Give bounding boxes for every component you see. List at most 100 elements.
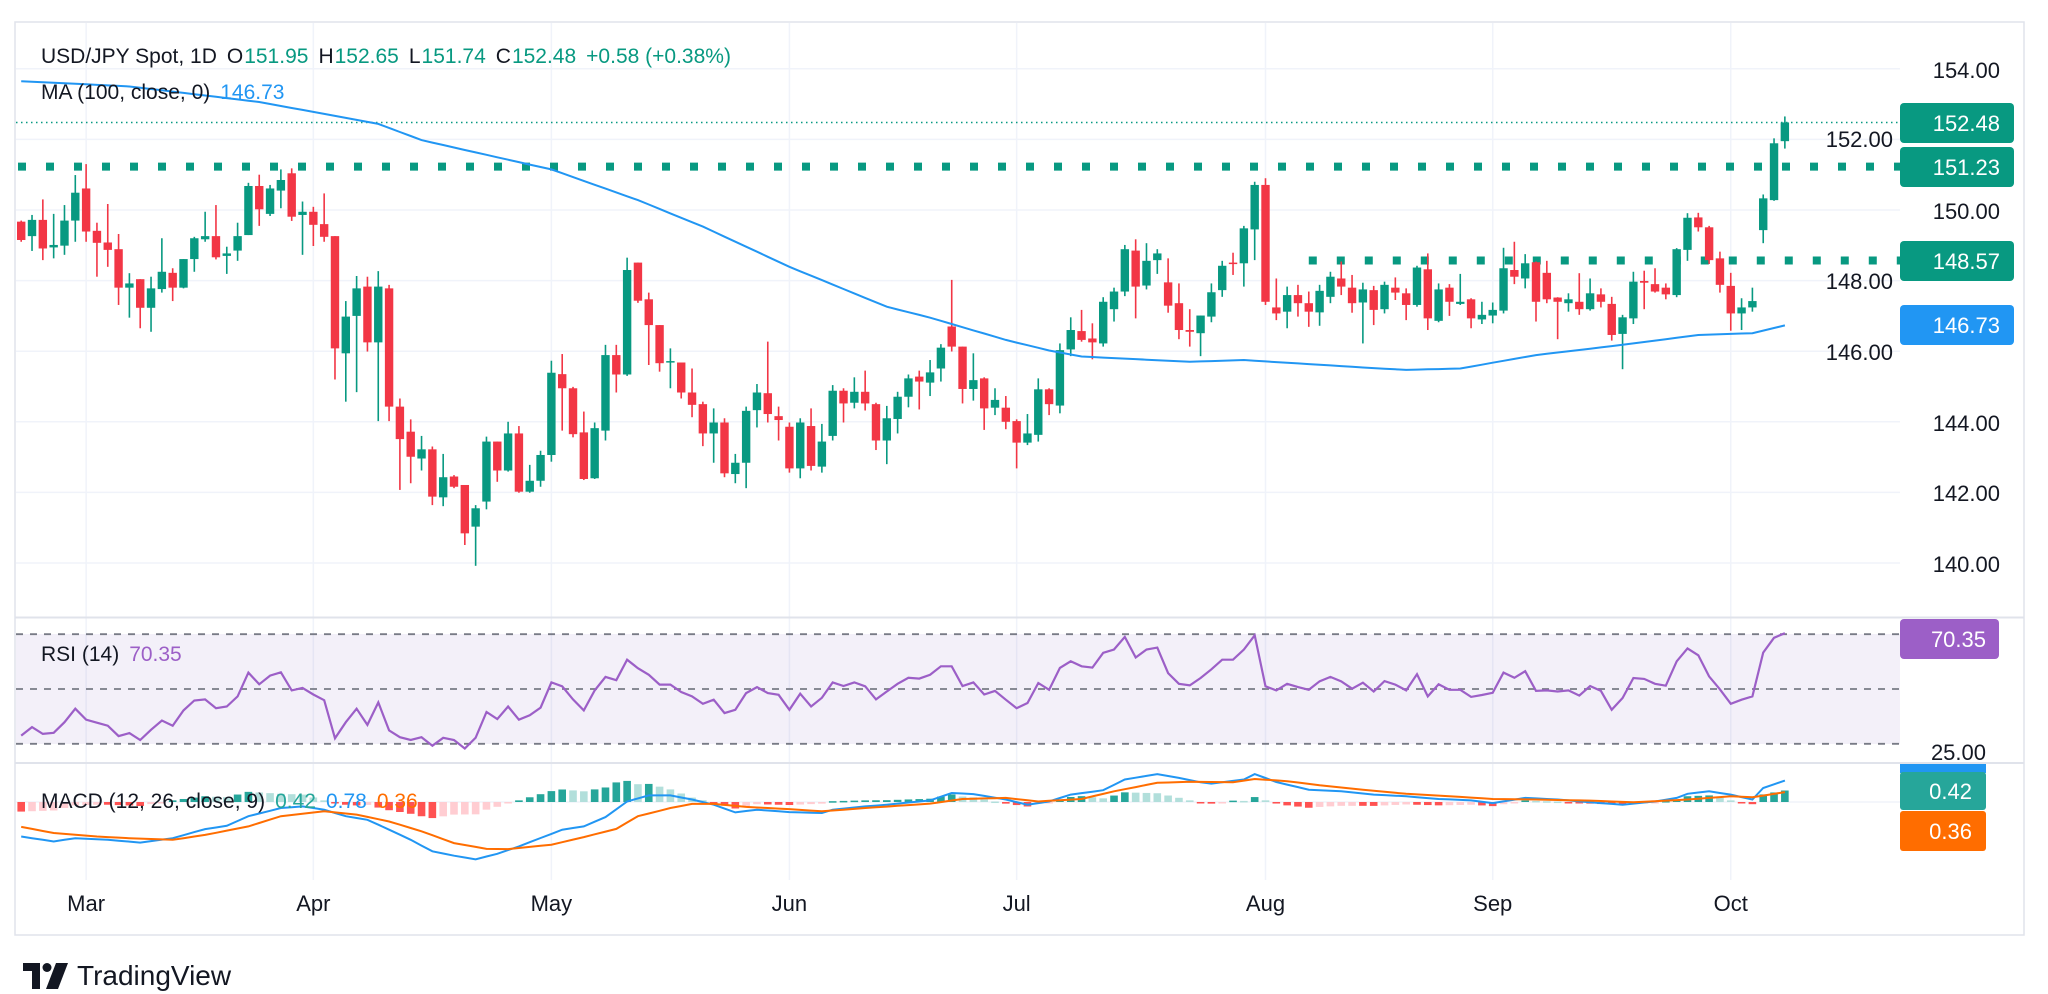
candle-body	[1466, 299, 1476, 319]
candle-down	[1163, 258, 1173, 313]
macd-histogram-bar	[1218, 802, 1227, 804]
candle-body	[1218, 265, 1227, 291]
price-tick: 150.00	[1933, 199, 2000, 224]
candle-body	[1207, 292, 1216, 317]
candle-body	[1347, 287, 1357, 304]
rsi-legend[interactable]: RSI (14) 70.35	[41, 642, 182, 668]
candle-body	[1131, 250, 1140, 287]
macd-histogram-bar	[655, 786, 664, 802]
ma100-line[interactable]	[21, 80, 1786, 371]
candle-down	[1607, 296, 1616, 341]
tradingview-brand[interactable]: TradingView	[23, 960, 231, 992]
price-axis[interactable]: 154.00 152.00 150.00 148.00 146.00 144.0…	[1826, 58, 2000, 577]
candle-body	[1001, 407, 1011, 422]
candle-body	[255, 185, 264, 210]
candle-down	[785, 422, 794, 473]
candle-up	[817, 423, 827, 473]
low-value: 151.74	[421, 45, 486, 68]
close-value: 152.48	[511, 45, 577, 68]
macd-histogram-bar	[471, 802, 480, 815]
month-label: Mar	[67, 891, 105, 916]
time-axis[interactable]: Mar Apr May Jun Jul Aug Sep Oct	[67, 891, 1748, 916]
macd-histogram-bar	[190, 797, 199, 802]
candle-up	[1477, 301, 1487, 325]
candle-up	[1434, 283, 1443, 323]
macd-histogram-bar	[147, 802, 155, 805]
candle-body	[244, 185, 253, 236]
candle-body	[309, 211, 318, 225]
macd-histogram-bar	[980, 799, 988, 802]
candle-up	[276, 169, 286, 209]
candle-body	[60, 220, 69, 246]
candle-body	[374, 286, 383, 343]
candle-body	[1077, 331, 1086, 340]
candle-up	[893, 391, 902, 434]
macd-histogram-bar	[493, 802, 502, 807]
candle-body	[1153, 253, 1162, 261]
rsi-line[interactable]	[20, 632, 1786, 750]
candle-down	[460, 484, 470, 545]
candle-up	[1618, 314, 1627, 370]
candle-body	[1618, 317, 1627, 334]
candle-body	[417, 449, 426, 459]
macd-histogram-bar	[720, 802, 729, 806]
macd-histogram-bar	[1781, 790, 1789, 802]
high-label: H	[318, 45, 334, 68]
candle-up	[265, 184, 275, 217]
macd-histogram-bar	[1121, 792, 1129, 802]
candle-up	[1153, 249, 1162, 274]
resistance-tag: 151.23	[1900, 147, 2014, 187]
candle-body	[763, 393, 772, 415]
macd-histogram-bar	[417, 802, 426, 817]
support-value: 148.57	[1933, 249, 2000, 274]
candle-up	[233, 222, 242, 261]
candle-body	[882, 418, 891, 441]
candle-down	[1088, 323, 1097, 360]
candle-down	[1650, 268, 1660, 293]
macd-legend[interactable]: MACD (12, 26, close, 9) 0.42 0.78 0.36	[41, 789, 418, 815]
macd-histogram-bar	[991, 801, 999, 804]
macd-histogram-bar	[1045, 802, 1053, 804]
macd-histogram-bar	[558, 789, 566, 802]
candle-down	[363, 276, 372, 352]
candle-body	[731, 462, 740, 475]
macd-histogram-bar	[569, 790, 577, 802]
candle-body	[1239, 228, 1249, 264]
candle-body	[1477, 314, 1487, 320]
candle-up	[752, 384, 762, 428]
macd-histogram-bar	[374, 802, 383, 808]
candle-down	[698, 401, 708, 447]
macd-histogram-bar	[439, 802, 447, 817]
macd-histogram-bar	[1575, 802, 1584, 804]
candle-up	[1520, 254, 1530, 289]
candle-body	[1163, 282, 1173, 306]
candle-up	[1780, 116, 1790, 149]
macd-line[interactable]	[21, 773, 1786, 861]
candle-body	[936, 347, 946, 369]
candle-down	[558, 354, 567, 431]
candle-down	[806, 408, 816, 471]
candle-body	[1261, 184, 1270, 302]
candle-down	[1596, 288, 1606, 308]
candle-body	[1456, 301, 1465, 304]
macd-histogram-bar	[1240, 800, 1248, 803]
candle-up	[925, 360, 935, 397]
candle-body	[1174, 303, 1184, 331]
candle-body	[1099, 301, 1108, 344]
ma-legend[interactable]: MA (100, close, 0) 146.73	[41, 80, 284, 106]
candle-up	[1769, 138, 1779, 201]
open-value-group: O 151.95	[227, 44, 309, 70]
candle-up	[60, 205, 69, 255]
macd-histogram-bar	[590, 789, 599, 802]
candle-body	[1196, 315, 1205, 334]
candle-up	[49, 213, 58, 259]
macd-histogram-bar	[1131, 792, 1140, 802]
macd-histogram-bar	[1456, 802, 1465, 805]
candle-body	[38, 219, 48, 249]
candle-body	[157, 271, 167, 290]
candle-body	[1012, 421, 1021, 443]
signal-line[interactable]	[21, 777, 1786, 851]
symbol-legend[interactable]: USD/JPY Spot, 1D O 151.95 H 152.65 L 151.74…	[41, 44, 731, 70]
candle-up	[525, 464, 534, 493]
